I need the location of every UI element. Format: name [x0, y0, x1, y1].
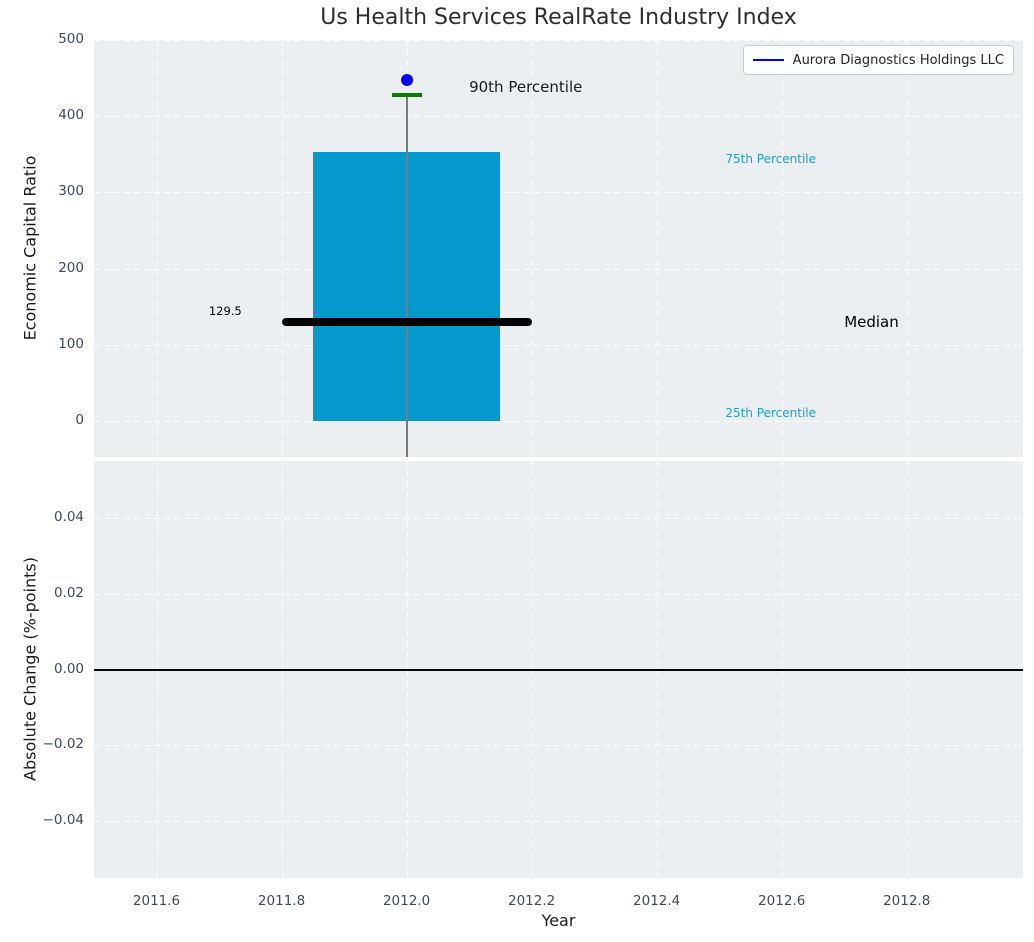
y-tick-label: 0: [75, 412, 84, 429]
x-axis-label: Year: [541, 911, 576, 930]
y-gridline: [94, 518, 1023, 520]
x-tick-label: 2012.2: [507, 893, 556, 909]
x-gridline: [156, 40, 158, 457]
legend: Aurora Diagnostics Holdings LLC: [742, 45, 1014, 75]
y-gridline: [94, 344, 1023, 346]
x-tick-label: 2012.0: [382, 893, 431, 909]
y-tick-label: 0.00: [53, 660, 84, 677]
x-tick-label: 2012.6: [758, 893, 806, 909]
top-axes: Aurora Diagnostics Holdings LLC 129.5 90t…: [94, 40, 1023, 457]
y-gridline: [94, 40, 1023, 41]
x-gridline: [531, 40, 533, 457]
annotation-90th-percentile: 90th Percentile: [469, 78, 583, 97]
y-gridline: [94, 745, 1023, 747]
y-gridline: [94, 820, 1023, 822]
y-tick-label: 0.02: [53, 584, 84, 601]
x-tick-label: 2012.8: [883, 893, 931, 909]
y-gridline: [94, 593, 1023, 595]
x-gridline: [906, 40, 908, 457]
y-tick-label: 100: [58, 335, 84, 352]
x-tick-label: 2011.8: [257, 893, 306, 909]
company-data-point: [400, 73, 413, 86]
annotation-129-5: 129.5: [208, 303, 242, 318]
y-gridline: [94, 421, 1023, 423]
y-tick-label: −0.02: [42, 736, 84, 753]
x-tick-label: 2011.6: [132, 893, 181, 909]
p90-cap: [391, 92, 422, 97]
y-tick-label: 500: [58, 31, 84, 47]
annotation-25th-percentile: 25th Percentile: [725, 406, 817, 421]
annotation-75th-percentile: 75th Percentile: [725, 151, 817, 166]
y-gridline: [94, 192, 1023, 194]
chart-title: Us Health Services RealRate Industry Ind…: [320, 5, 797, 30]
y-tick-label: 300: [58, 183, 84, 200]
bottom-axes: [94, 461, 1023, 878]
x-gridline: [781, 40, 783, 457]
median-line: [281, 318, 532, 327]
legend-label: Aurora Diagnostics Holdings LLC: [792, 52, 1004, 68]
x-gridline: [281, 40, 283, 457]
x-gridline: [656, 40, 658, 457]
y-gridline: [94, 268, 1023, 270]
y-tick-label: 0.04: [53, 509, 84, 526]
zero-line: [94, 668, 1023, 671]
y-tick-label: 400: [58, 107, 84, 124]
x-tick-label: 2012.4: [633, 893, 681, 909]
y-gridline: [94, 116, 1023, 118]
whisker-line: [405, 94, 408, 457]
y-tick-label: −0.04: [42, 811, 84, 828]
y-tick-label: 200: [58, 259, 84, 276]
annotation-median: Median: [844, 312, 899, 331]
legend-line-sample: [752, 59, 784, 61]
